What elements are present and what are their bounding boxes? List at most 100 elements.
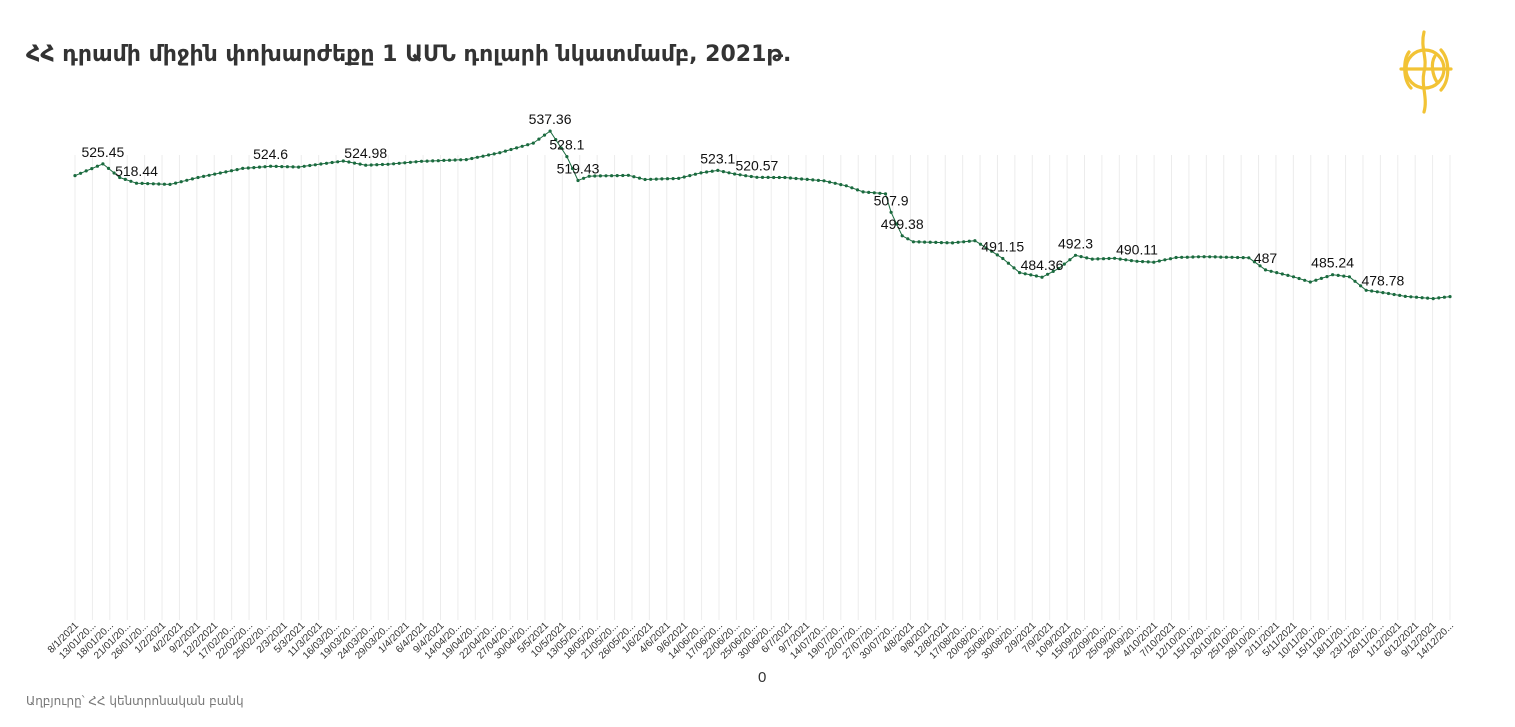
data-point xyxy=(1297,276,1301,281)
data-point xyxy=(1057,266,1061,271)
data-point xyxy=(174,181,178,185)
data-label: 518.44 xyxy=(115,163,158,179)
data-point xyxy=(1152,260,1156,264)
data-point xyxy=(134,181,139,185)
data-point xyxy=(593,174,597,178)
data-point xyxy=(1286,273,1290,277)
data-point xyxy=(984,246,988,250)
data-point xyxy=(509,147,513,152)
data-point xyxy=(576,178,580,183)
data-point xyxy=(79,171,83,175)
data-point xyxy=(928,240,932,244)
data-point xyxy=(878,191,882,195)
data-point xyxy=(229,169,234,173)
data-point xyxy=(257,165,262,169)
data-point xyxy=(917,240,921,244)
data-point xyxy=(408,160,412,164)
data-point xyxy=(760,175,765,179)
data-point xyxy=(1364,288,1368,292)
data-point xyxy=(962,240,966,244)
data-point xyxy=(721,170,726,174)
data-point xyxy=(1196,255,1201,259)
data-point xyxy=(906,237,910,241)
data-point xyxy=(822,179,826,183)
data-point xyxy=(241,166,245,170)
data-point xyxy=(1163,258,1167,262)
data-label: 492.3 xyxy=(1058,235,1093,251)
data-point xyxy=(537,137,541,141)
data-point xyxy=(1090,257,1094,261)
data-label: 487 xyxy=(1254,250,1278,266)
data-point xyxy=(464,158,468,162)
data-point xyxy=(447,158,452,162)
data-point xyxy=(235,168,239,172)
data-point xyxy=(190,177,194,181)
data-point xyxy=(665,177,670,181)
data-point xyxy=(604,174,608,178)
data-point xyxy=(850,186,854,190)
data-point xyxy=(1040,275,1044,279)
data-point xyxy=(1314,278,1318,282)
data-point xyxy=(637,176,642,180)
source-note: Աղբյուրը՝ ՀՀ կենտրոնական բանկ xyxy=(26,694,244,708)
data-point xyxy=(1347,275,1351,279)
chart-title: ՀՀ դրամի միջին փոխարժեքը 1 ԱՄՆ դոլարի նկ… xyxy=(26,42,792,67)
data-point xyxy=(643,177,647,182)
data-point xyxy=(397,161,401,165)
data-point xyxy=(118,175,122,180)
data-point xyxy=(677,176,681,180)
data-point xyxy=(1224,255,1228,259)
data-point xyxy=(1303,278,1307,282)
data-point xyxy=(324,161,329,165)
data-point xyxy=(419,159,424,163)
data-label: 524.6 xyxy=(253,146,288,162)
data-point xyxy=(978,242,983,246)
data-point xyxy=(1219,255,1223,259)
data-point xyxy=(1420,296,1424,300)
data-point xyxy=(861,190,865,194)
data-point xyxy=(185,178,189,182)
data-label: 525.45 xyxy=(81,144,124,160)
data-label: 485.24 xyxy=(1311,255,1354,271)
data-label: 519.43 xyxy=(557,161,600,177)
data-point xyxy=(1269,269,1273,273)
data-point xyxy=(487,153,491,157)
data-point xyxy=(285,165,289,169)
data-point xyxy=(749,174,753,179)
data-point xyxy=(1018,271,1022,275)
data-point xyxy=(895,222,899,226)
data-point xyxy=(1342,274,1346,278)
data-point xyxy=(1431,297,1435,301)
data-point xyxy=(1113,256,1117,260)
data-point xyxy=(939,241,944,245)
data-point xyxy=(392,162,396,166)
data-point xyxy=(1442,295,1446,299)
data-point xyxy=(1325,275,1329,279)
data-label: 491.15 xyxy=(981,239,1024,255)
data-point xyxy=(1258,264,1262,268)
data-point xyxy=(403,161,407,165)
data-point xyxy=(872,191,876,195)
data-point xyxy=(923,240,927,244)
data-point xyxy=(1062,262,1066,266)
data-point xyxy=(1023,272,1027,276)
data-point xyxy=(520,144,524,148)
data-point xyxy=(73,174,77,178)
data-point xyxy=(995,253,999,257)
data-point xyxy=(967,239,971,243)
data-point xyxy=(710,169,714,173)
data-point xyxy=(811,178,815,182)
data-point xyxy=(973,239,977,243)
data-point xyxy=(90,167,94,171)
data-point xyxy=(1353,279,1357,283)
data-label: 528.1 xyxy=(549,137,584,153)
x-axis-title: 0 xyxy=(758,669,767,686)
data-point xyxy=(649,177,653,181)
data-point xyxy=(308,163,312,168)
data-point xyxy=(766,175,770,179)
data-label: 507.9 xyxy=(874,192,909,208)
data-point xyxy=(828,180,832,184)
data-point xyxy=(1157,259,1161,263)
data-point xyxy=(246,166,250,170)
data-point xyxy=(291,165,295,169)
